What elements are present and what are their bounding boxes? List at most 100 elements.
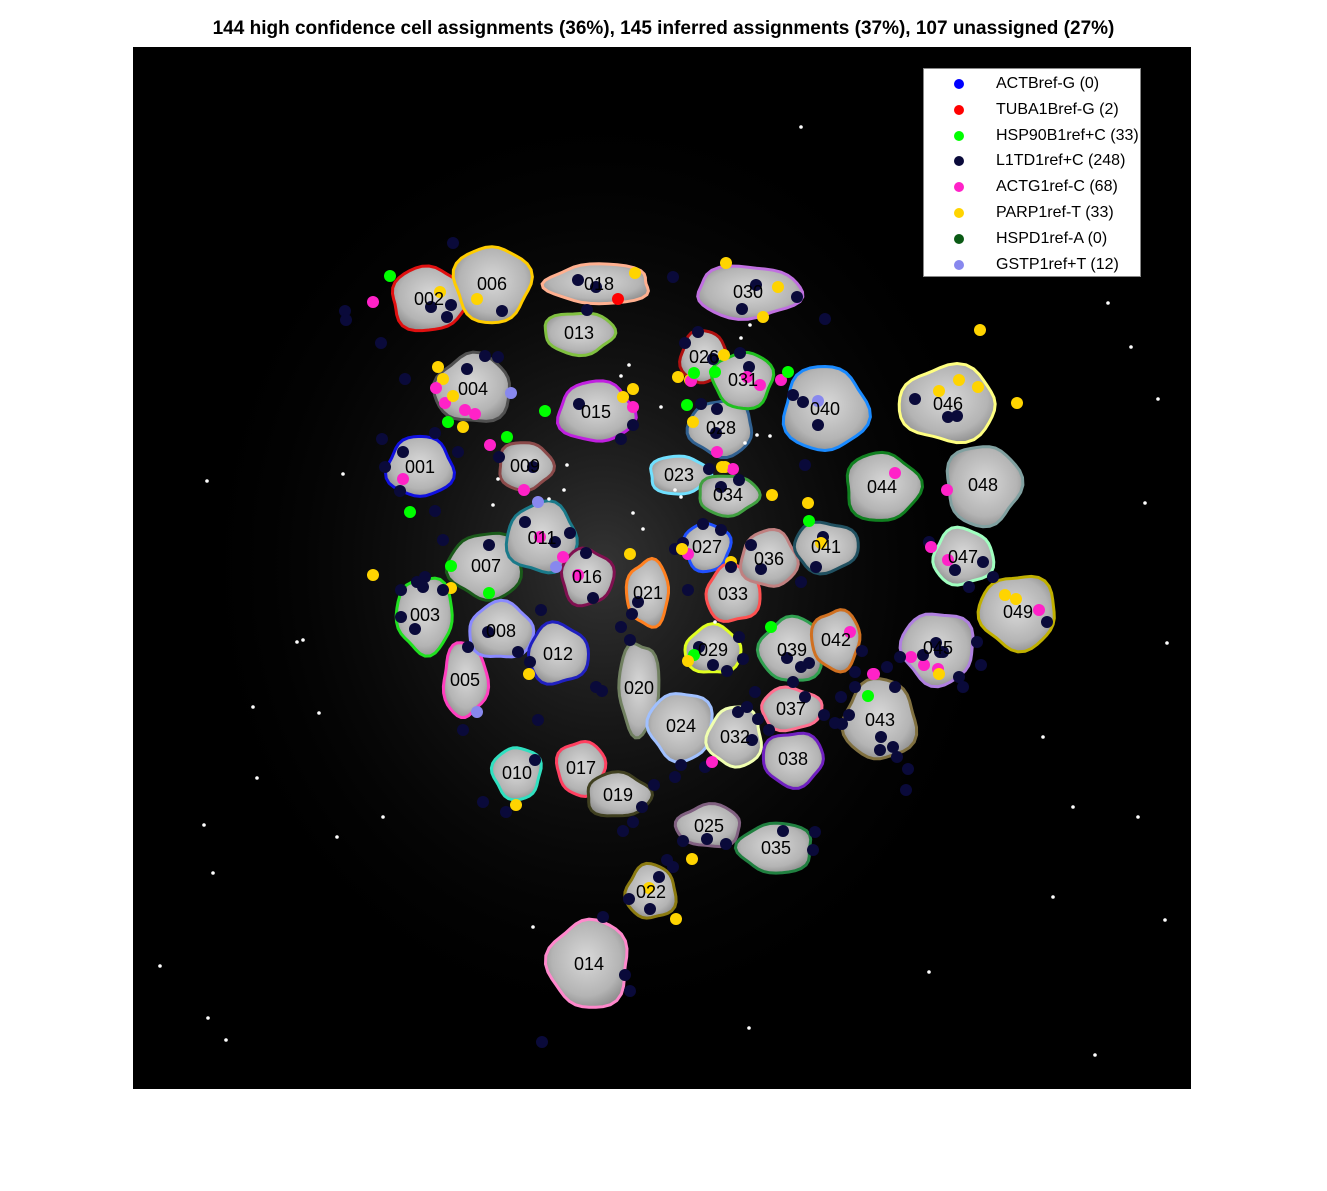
bright-speck bbox=[927, 970, 931, 974]
cell-outline-038 bbox=[761, 731, 825, 790]
spot-dot bbox=[849, 666, 861, 678]
bright-speck bbox=[673, 488, 677, 492]
cell-outline-021 bbox=[624, 556, 670, 629]
spot-dot bbox=[445, 560, 457, 572]
spot-dot bbox=[581, 304, 593, 316]
bright-speck bbox=[1106, 301, 1110, 305]
spot-dot bbox=[432, 361, 444, 373]
spot-dot bbox=[844, 626, 856, 638]
cell-label-023: 023 bbox=[664, 465, 694, 485]
cell-label-034: 034 bbox=[713, 485, 743, 505]
spot-dot bbox=[549, 536, 561, 548]
cell-outline-035 bbox=[733, 821, 813, 875]
spot-dot bbox=[902, 763, 914, 775]
cell-outline-012 bbox=[526, 620, 591, 686]
spot-dot bbox=[457, 724, 469, 736]
spot-dot bbox=[519, 516, 531, 528]
spot-dot bbox=[527, 461, 539, 473]
spot-dot bbox=[397, 473, 409, 485]
cell-outline-014 bbox=[543, 917, 629, 1009]
spot-dot bbox=[627, 816, 639, 828]
spot-dot bbox=[669, 771, 681, 783]
cell-label-045: 045 bbox=[923, 638, 953, 658]
spot-dot bbox=[889, 681, 901, 693]
spot-dot bbox=[340, 314, 352, 326]
spot-dot bbox=[624, 634, 636, 646]
bright-speck bbox=[211, 871, 215, 875]
legend-item: HSP90B1ref+C (33) bbox=[924, 123, 1140, 149]
cell-label-001: 001 bbox=[405, 457, 435, 477]
spot-dot bbox=[479, 350, 491, 362]
cell-label-029: 029 bbox=[698, 640, 728, 660]
bright-speck bbox=[679, 495, 683, 499]
spot-dot bbox=[447, 237, 459, 249]
spot-dot bbox=[752, 713, 764, 725]
cell-label-048: 048 bbox=[968, 475, 998, 495]
spot-dot bbox=[703, 463, 715, 475]
bright-speck bbox=[1136, 815, 1140, 819]
spot-dot bbox=[721, 665, 733, 677]
spot-dot bbox=[492, 351, 504, 363]
spot-dot bbox=[749, 686, 761, 698]
spot-dot bbox=[777, 825, 789, 837]
spot-dot bbox=[757, 311, 769, 323]
spot-dot bbox=[743, 361, 755, 373]
spot-dot bbox=[781, 652, 793, 664]
spot-dot bbox=[469, 408, 481, 420]
bright-speck bbox=[341, 472, 345, 476]
spot-dot bbox=[529, 754, 541, 766]
spot-dot bbox=[942, 554, 954, 566]
spot-dot bbox=[626, 608, 638, 620]
spot-dot bbox=[557, 551, 569, 563]
spot-dot bbox=[539, 405, 551, 417]
cell-outline-047 bbox=[931, 525, 996, 587]
spot-dot bbox=[632, 596, 644, 608]
spot-dot bbox=[501, 431, 513, 443]
legend-label: L1TD1ref+C (248) bbox=[996, 152, 1126, 170]
spot-dot bbox=[930, 637, 942, 649]
spot-dot bbox=[835, 691, 847, 703]
spot-dot bbox=[524, 656, 536, 668]
cell-label-024: 024 bbox=[666, 716, 696, 736]
cell-label-043: 043 bbox=[865, 710, 895, 730]
cell-label-006: 006 bbox=[477, 274, 507, 294]
spot-dot bbox=[500, 806, 512, 818]
spot-dot bbox=[670, 913, 682, 925]
legend: ACTBref-G (0) TUBA1Bref-G (2) HSP90B1ref+C… bbox=[923, 68, 1141, 277]
cell-outline-015 bbox=[555, 379, 638, 443]
cell-outline-046 bbox=[897, 361, 997, 445]
legend-label: ACTG1ref-C (68) bbox=[996, 178, 1118, 196]
spot-dot bbox=[395, 584, 407, 596]
bright-speck bbox=[799, 125, 803, 129]
spot-dot bbox=[709, 366, 721, 378]
cell-label-046: 046 bbox=[933, 394, 963, 414]
spot-dot bbox=[447, 390, 459, 402]
spot-dot bbox=[573, 398, 585, 410]
bright-speck bbox=[206, 1016, 210, 1020]
spot-dot bbox=[624, 985, 636, 997]
spot-dot bbox=[643, 882, 655, 894]
spot-dot bbox=[1033, 604, 1045, 616]
cell-label-010: 010 bbox=[502, 763, 532, 783]
cell-label-013: 013 bbox=[564, 323, 594, 343]
cell-outline-023 bbox=[649, 454, 714, 496]
legend-marker bbox=[954, 208, 964, 218]
cell-label-020: 020 bbox=[624, 678, 654, 698]
legend-item: TUBA1Bref-G (2) bbox=[924, 97, 1140, 123]
bright-speck bbox=[1163, 918, 1167, 922]
spot-dot bbox=[802, 497, 814, 509]
bright-speck bbox=[1093, 1053, 1097, 1057]
spot-dot bbox=[627, 419, 639, 431]
spot-dot bbox=[766, 489, 778, 501]
spot-dot bbox=[677, 835, 689, 847]
spot-dot bbox=[404, 506, 416, 518]
spot-dot bbox=[617, 391, 629, 403]
spot-dot bbox=[887, 741, 899, 753]
spot-dot bbox=[441, 311, 453, 323]
spot-dot bbox=[810, 561, 822, 573]
bright-speck bbox=[317, 711, 321, 715]
spot-dot bbox=[765, 621, 777, 633]
spot-dot bbox=[725, 561, 737, 573]
cell-label-028: 028 bbox=[706, 418, 736, 438]
spot-dot bbox=[716, 461, 728, 473]
